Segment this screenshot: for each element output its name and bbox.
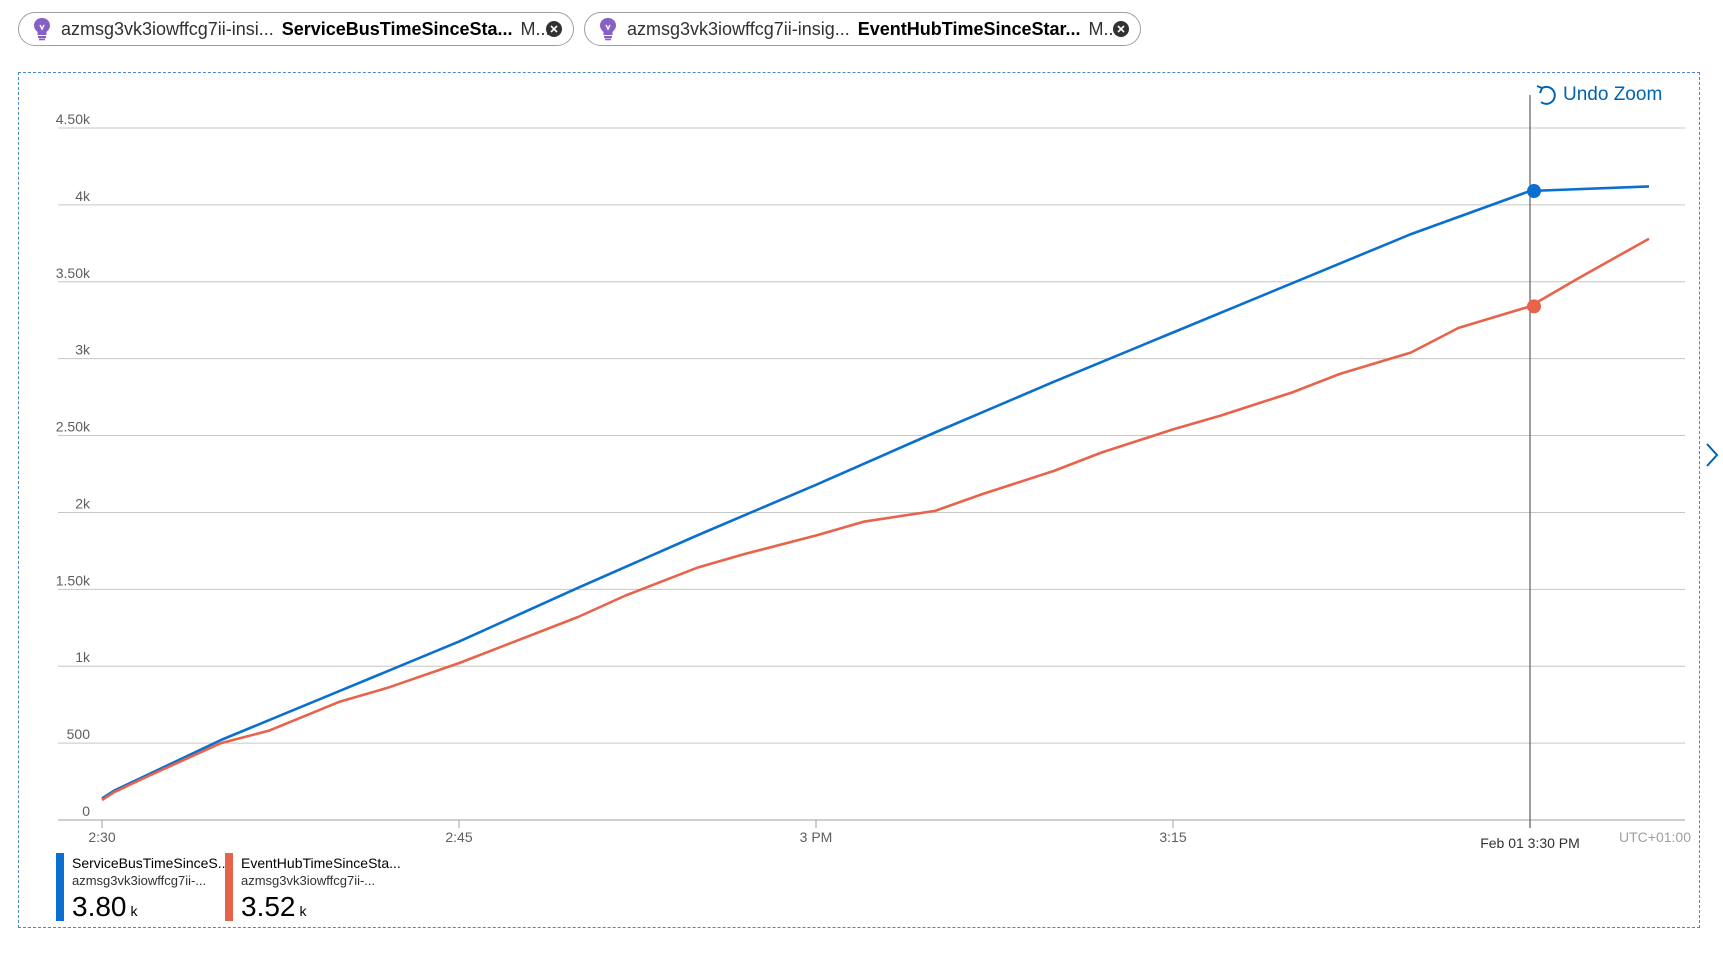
pill-aggregation: M... [1088,18,1119,39]
y-tick-label: 2.50k [56,419,91,435]
metric-pill-2[interactable]: azmsg3vk3iowffcg7ii-insig... EventHubTim… [584,12,1141,46]
close-icon[interactable] [1112,20,1130,38]
legend-value: 3.52 k [241,891,307,922]
pill-metric: ServiceBusTimeSinceSta... [281,18,513,39]
pill-metric: EventHubTimeSinceStar... [857,18,1081,39]
lightbulb-icon [597,16,619,42]
y-tick-label: 0 [82,803,90,819]
legend-color-bar [225,853,233,921]
y-tick-label: 3.50k [56,265,91,281]
pill-resource: azmsg3vk3iowffcg7ii-insig... [627,18,850,39]
chart-frame [18,72,1700,928]
hover-point-1 [1527,184,1541,199]
lightbulb-icon [31,16,53,42]
legend-item-1[interactable]: ServiceBusTimeSinceS... azmsg3vk3iowffcg… [56,853,229,922]
x-tick-label: 3 PM [800,829,833,845]
pill-aggregation: M... [520,18,551,39]
legend-color-bar [56,853,64,921]
close-icon[interactable] [545,20,563,38]
y-tick-label: 4k [75,188,91,204]
metric-pill-1[interactable]: azmsg3vk3iowffcg7ii-insi... ServiceBusTi… [18,12,574,46]
legend-resource: azmsg3vk3iowffcg7ii-... [72,873,207,888]
y-tick-label: 1.50k [56,572,91,588]
legend-value: 3.80 k [72,891,138,922]
chevron-right-icon[interactable] [1704,440,1720,470]
hover-point-2 [1527,299,1541,314]
x-tick-label: 3:15 [1159,829,1186,845]
legend-item-2[interactable]: EventHubTimeSinceSta... azmsg3vk3iowffcg… [225,853,401,922]
pill-resource: azmsg3vk3iowffcg7ii-insi... [61,18,274,39]
hover-time-label: Feb 01 3:30 PM [1480,835,1580,851]
legend-name: ServiceBusTimeSinceS... [72,855,230,871]
x-tick-label: 2:45 [445,829,472,845]
y-tick-label: 500 [67,726,91,742]
x-tick-label: 2:30 [88,829,115,845]
y-tick-label: 3k [75,342,91,358]
legend-name: EventHubTimeSinceSta... [241,855,401,871]
undo-zoom-button[interactable]: Undo Zoom [1535,83,1662,107]
undo-zoom-label: Undo Zoom [1563,84,1663,105]
y-tick-label: 2k [75,495,91,511]
y-tick-label: 1k [75,649,91,665]
undo-icon [1536,85,1556,105]
timezone-label: UTC+01:00 [1619,829,1691,845]
legend-resource: azmsg3vk3iowffcg7ii-... [241,873,376,888]
series-line-1 [101,185,1650,800]
series-line-2 [101,237,1650,802]
y-tick-label: 4.50k [56,111,91,127]
